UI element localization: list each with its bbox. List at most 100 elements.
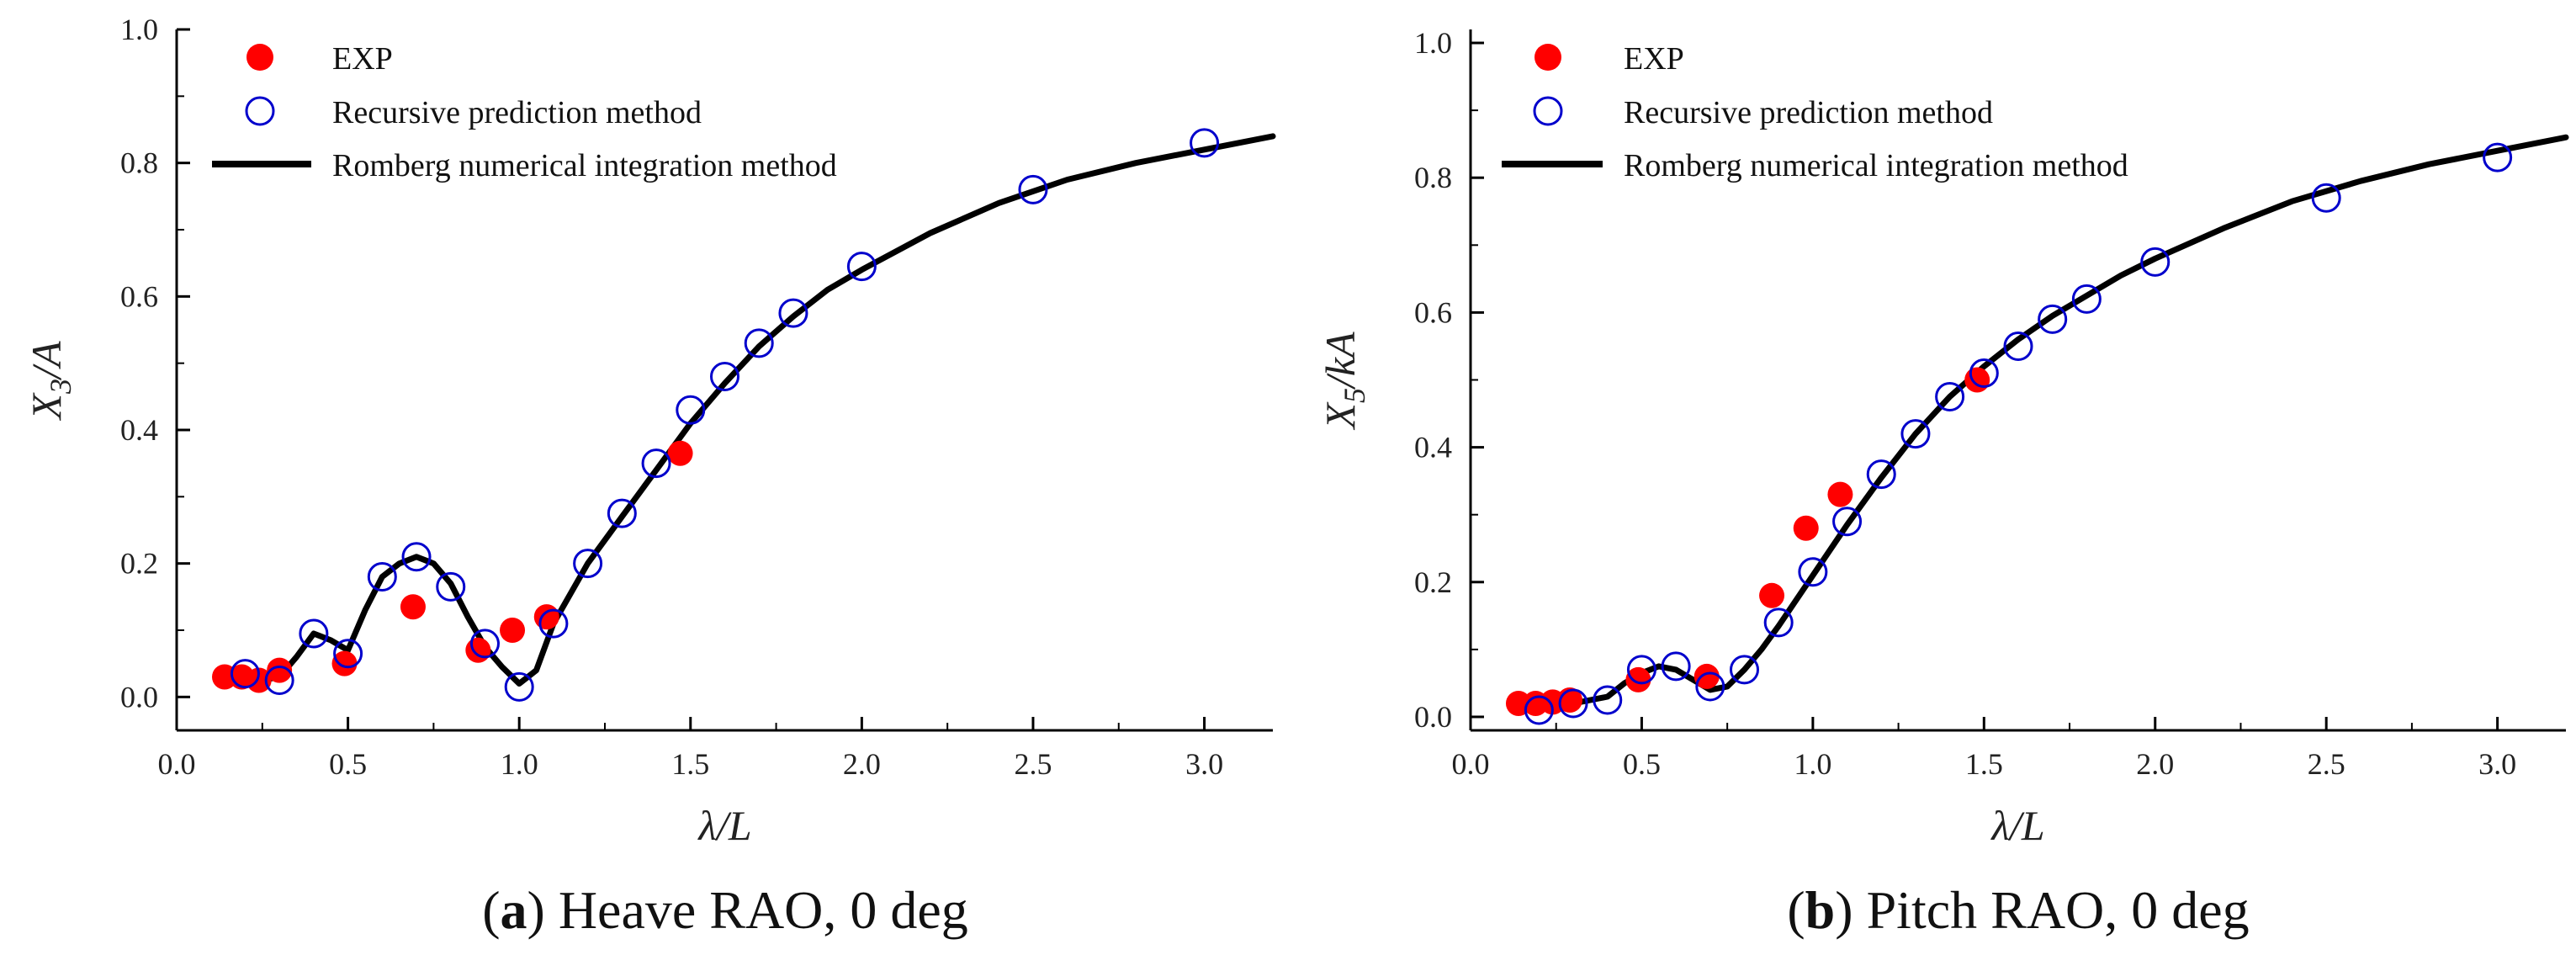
legend-exp-label: EXP bbox=[1624, 41, 1684, 77]
recursive-point bbox=[1798, 557, 1828, 587]
x-tick-label: 2.5 bbox=[1014, 747, 1052, 781]
recursive-point bbox=[641, 448, 671, 479]
exp-point bbox=[331, 650, 358, 676]
exp-point bbox=[1793, 515, 1819, 541]
recursive-point bbox=[2071, 284, 2102, 314]
exp-point bbox=[1964, 367, 1990, 393]
recursive-point bbox=[1558, 688, 1588, 719]
x-tick-label: 1.0 bbox=[1794, 747, 1831, 781]
legend-exp-marker bbox=[1534, 44, 1561, 71]
recursive-point bbox=[778, 298, 808, 328]
x-tick-label: 1.0 bbox=[501, 747, 538, 781]
recursive-point bbox=[401, 542, 432, 572]
y-axis-title: X5/kA bbox=[1317, 332, 1371, 431]
y-tick-label: 0.2 bbox=[1414, 565, 1452, 599]
legend-exp-label: EXP bbox=[332, 41, 393, 77]
y-axis-title: X3/A bbox=[23, 341, 77, 421]
recursive-point bbox=[1935, 382, 1965, 412]
caption: (b) Pitch RAO, 0 deg bbox=[1787, 880, 2249, 940]
romberg-line bbox=[1535, 134, 2569, 710]
recursive-point bbox=[846, 252, 877, 282]
y-tick-label: 0.0 bbox=[1414, 700, 1452, 734]
recursive-point bbox=[2483, 142, 2513, 172]
legend: EXP Recursive prediction method Romberg … bbox=[212, 41, 837, 183]
x-tick-label: 0.5 bbox=[1623, 747, 1661, 781]
recursive-point bbox=[1832, 507, 1863, 537]
x-tick-label: 0.0 bbox=[158, 747, 196, 781]
x-tick-label: 1.5 bbox=[1965, 747, 2003, 781]
y-tick-label: 0.2 bbox=[120, 547, 158, 581]
x-tick-label: 3.0 bbox=[2478, 747, 2516, 781]
recursive-point bbox=[1900, 419, 1931, 449]
recursive-point bbox=[2038, 304, 2068, 334]
romberg-line bbox=[241, 133, 1276, 687]
y-tick-label: 0.4 bbox=[120, 413, 158, 447]
recursive-point bbox=[538, 608, 569, 639]
x-tick-label: 2.0 bbox=[2136, 747, 2174, 781]
recursive-point bbox=[1661, 651, 1691, 682]
exp-point bbox=[1625, 666, 1651, 692]
legend-recursive-label: Recursive prediction method bbox=[1624, 95, 1993, 130]
exp-point bbox=[1693, 663, 1720, 689]
exp-point bbox=[465, 637, 491, 663]
recursive-point bbox=[367, 562, 397, 592]
panel-pitch: 0.0 0.5 1.0 1.5 2.0 2.5 3.00.00.20.40.60.81.0 … bbox=[1317, 26, 2569, 940]
recursive-point bbox=[573, 549, 603, 579]
x-tick-label: 1.5 bbox=[671, 747, 709, 781]
recursive-point bbox=[1190, 128, 1220, 158]
recursive-point bbox=[1866, 459, 1896, 490]
exp-point bbox=[533, 604, 559, 630]
exp-point bbox=[500, 618, 526, 643]
recursive-point bbox=[2140, 247, 2171, 277]
recursive-point bbox=[1018, 174, 1048, 204]
x-tick-label: 2.0 bbox=[843, 747, 881, 781]
recursive-point bbox=[607, 498, 637, 528]
legend-recursive-marker bbox=[245, 96, 275, 126]
y-tick-label: 0.6 bbox=[1414, 295, 1452, 329]
panel-heave: 0.0 0.5 1.0 1.5 2.0 2.5 3.00.00.20.40.60.81.0 … bbox=[23, 13, 1276, 940]
legend-romberg-label: Romberg numerical integration method bbox=[332, 148, 837, 183]
exp-point bbox=[1827, 481, 1853, 507]
y-tick-label: 0.0 bbox=[120, 680, 158, 714]
recursive-point bbox=[1593, 685, 1623, 715]
legend-romberg-label: Romberg numerical integration method bbox=[1624, 148, 2128, 183]
x-tick-label: 0.5 bbox=[329, 747, 367, 781]
recursive-point bbox=[1730, 655, 1759, 685]
y-tick-label: 0.6 bbox=[120, 279, 158, 313]
x-tick-label: 0.0 bbox=[1452, 747, 1490, 781]
y-tick-label: 1.0 bbox=[120, 13, 158, 46]
y-tick-label: 0.8 bbox=[1414, 161, 1452, 194]
x-axis-title: λ/L bbox=[697, 802, 751, 849]
y-tick-label: 0.4 bbox=[1414, 431, 1452, 464]
y-tick-label: 0.8 bbox=[120, 146, 158, 180]
recursive-point bbox=[504, 671, 534, 702]
recursive-point bbox=[744, 328, 774, 358]
legend-recursive-marker bbox=[1533, 96, 1563, 126]
recursive-point bbox=[469, 629, 500, 659]
y-tick-label: 1.0 bbox=[1414, 26, 1452, 60]
exp-point bbox=[267, 657, 293, 683]
recursive-point bbox=[676, 395, 706, 425]
recursive-point bbox=[1763, 607, 1794, 638]
legend: EXP Recursive prediction method Romberg … bbox=[1502, 41, 2128, 183]
recursive-point bbox=[230, 659, 260, 689]
caption: (a) Heave RAO, 0 deg bbox=[482, 880, 968, 940]
legend-recursive-label: Recursive prediction method bbox=[332, 95, 702, 130]
exp-point bbox=[246, 667, 272, 693]
recursive-point bbox=[1524, 695, 1554, 725]
exp-point bbox=[1759, 582, 1785, 608]
recursive-point bbox=[436, 571, 466, 602]
recursive-point bbox=[1626, 655, 1656, 685]
x-axis-title: λ/L bbox=[1990, 802, 2044, 849]
legend-exp-marker bbox=[246, 44, 273, 71]
recursive-point bbox=[2311, 183, 2341, 213]
recursive-point bbox=[1695, 671, 1725, 702]
recursive-point bbox=[710, 362, 739, 392]
recursive-point bbox=[299, 618, 329, 649]
exp-point bbox=[667, 440, 693, 466]
x-tick-label: 3.0 bbox=[1185, 747, 1223, 781]
recursive-point bbox=[333, 639, 363, 669]
recursive-point bbox=[264, 666, 294, 695]
recursive-point bbox=[2003, 331, 2033, 361]
